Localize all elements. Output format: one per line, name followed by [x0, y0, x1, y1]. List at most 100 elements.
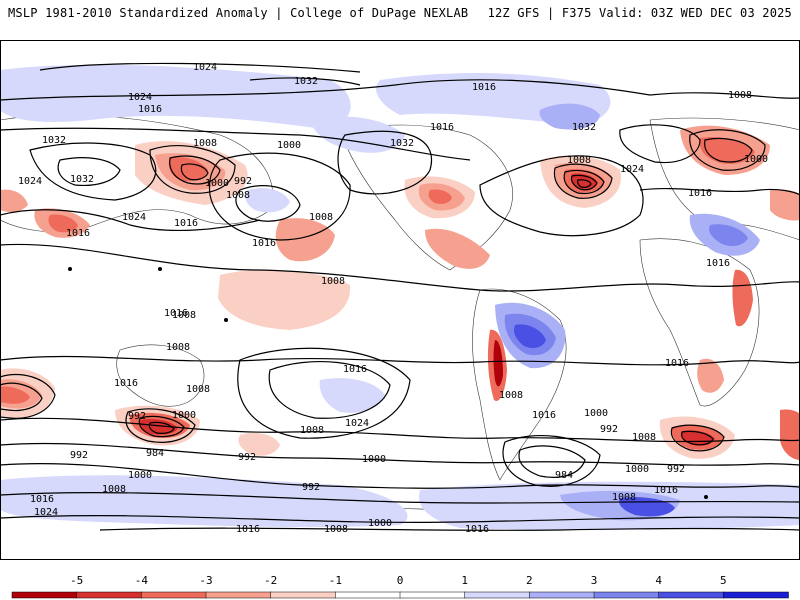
- anomaly-india-neg2: [48, 214, 78, 233]
- model-run-info: 12Z GFS | F375 Valid: 03Z WED DEC 03 202…: [487, 6, 792, 20]
- anomaly-south-pacific-pos: [319, 378, 385, 413]
- anomaly-pacific-pos-small: [245, 188, 290, 213]
- isobar-label: 1008: [226, 190, 250, 201]
- anomaly-andes-neg2: [493, 340, 503, 387]
- isobar-label: 1016: [665, 358, 689, 369]
- isobar-label: 992: [600, 424, 618, 435]
- isobar-label: 1032: [390, 138, 414, 149]
- isobar-992-south-belt: [0, 463, 800, 489]
- isobar-label: 1008: [193, 138, 217, 149]
- anomaly-central-america-neg: [425, 228, 490, 269]
- isobar-1024-siberia: [29, 142, 157, 201]
- isobar-label: 1008: [309, 212, 333, 223]
- isobar-label: 1008: [166, 342, 190, 353]
- isobar-label: 1016: [114, 378, 138, 389]
- map-background: [0, 40, 800, 560]
- anomaly-colorbar: -5 -4 -3 -2 -1 0 1 2 3 4 5: [11, 574, 789, 599]
- anomaly-tasman-neg3: [139, 418, 178, 435]
- isobar-984-atlantic-low: [577, 179, 592, 188]
- isobar-1016-asia: [0, 209, 261, 232]
- anomaly-south-pacific-neg: [238, 432, 280, 456]
- isobar-label: 1016: [236, 524, 260, 535]
- isobar-label: 1008: [186, 384, 210, 395]
- pressure-centers: [68, 267, 708, 499]
- isobar-label: 1032: [294, 76, 318, 87]
- isobar-label: 1032: [70, 174, 94, 185]
- isobar-label: 1016: [174, 218, 198, 229]
- isobar-1000-atlantic-low: [563, 169, 605, 195]
- isobar-1016-south-tropic: [0, 355, 800, 366]
- isobar-label: 1008: [728, 90, 752, 101]
- anomaly-north-america-neg3: [428, 189, 452, 204]
- isobar-1008-europe-low: [689, 129, 766, 171]
- colorbar-tick-label: 3: [591, 574, 598, 587]
- isobar-label: 992: [128, 411, 146, 422]
- colorbar-tick-label: -1: [329, 574, 342, 587]
- isobar-1000-antarctic: [0, 491, 800, 504]
- colorbar-segment-pos1: [464, 591, 531, 599]
- south-america-outline: [472, 288, 567, 481]
- isobar-label: 1016: [30, 494, 54, 505]
- isobar-1024-south-pacific-high: [268, 361, 391, 419]
- isobar-1000-low-asia: [169, 155, 221, 185]
- isobar-label: 1000: [205, 178, 229, 189]
- isobar-label: 1008: [172, 310, 196, 321]
- colorbar-tick-label: 0: [397, 574, 404, 587]
- isobar-label: 1024: [620, 164, 644, 175]
- isobar-label: 1008: [632, 432, 656, 443]
- isobar-label: 1016: [66, 228, 90, 239]
- isobar-1024-europe-high: [619, 124, 701, 164]
- isobar-label: 1024: [122, 212, 146, 223]
- isobar-label: 984: [555, 470, 573, 481]
- isobar-label: 1032: [572, 122, 596, 133]
- colorbar-tick-labels: -5 -4 -3 -2 -1 0 1 2 3 4 5: [70, 574, 727, 587]
- isobar-label-group: 1024 1032 1024 1016 1032 1008 1000 1024 …: [18, 62, 768, 535]
- isobar-label: 1000: [277, 140, 301, 151]
- colorbar-segment-pos3: [593, 591, 660, 599]
- isobar-1008-antarctic: [0, 515, 800, 524]
- isobar-992-tasman-low: [138, 415, 185, 438]
- isobar-1024-north-pacific: [39, 62, 361, 73]
- isobar-1016-europe: [639, 187, 800, 196]
- isobar-1000-south-belt: [0, 442, 800, 466]
- isobar-label: 1024: [18, 176, 42, 187]
- anomaly-south-ocean-east-neg: [780, 409, 800, 460]
- isobar-label: 1008: [300, 425, 324, 436]
- isobar-label: 1000: [172, 410, 196, 421]
- isobar-label: 1016: [465, 524, 489, 535]
- anomaly-arctic-pos2: [539, 103, 600, 130]
- colorbar-tick-label: -5: [70, 574, 83, 587]
- anomaly-map: 1024 1032 1024 1016 1032 1008 1000 1024 …: [0, 40, 800, 560]
- isobar-1008-low-asia: [149, 145, 236, 194]
- colorbar-tick-label: 1: [461, 574, 468, 587]
- isobar-label: 1024: [34, 507, 58, 518]
- isobar-label: 1016: [472, 82, 496, 93]
- isobar-1016-north: [0, 79, 800, 101]
- isobar-1008-south-belt: [0, 417, 800, 443]
- isobar-label: 1016: [532, 410, 556, 421]
- isobar-1032-north-pacific: [249, 77, 361, 86]
- isobar-label: 1016: [343, 364, 367, 375]
- colorbar-segment-pos4: [658, 591, 725, 599]
- isobar-1008-atlantic-low: [553, 163, 613, 199]
- colorbar-tick-label: 2: [526, 574, 533, 587]
- isobar-label: 1016: [430, 122, 454, 133]
- isobar-label: 1016: [654, 485, 678, 496]
- isobar-1016-antarctic: [99, 527, 800, 531]
- anomaly-antarctic-pos1: [0, 475, 408, 528]
- anomaly-africa-neg: [697, 358, 724, 393]
- colorbar-tick-label: -4: [135, 574, 149, 587]
- isobar-1016-atlantic-ring: [479, 155, 644, 237]
- isobar-984-south-indian-low: [0, 382, 43, 412]
- isobar-label: 1000: [368, 518, 392, 529]
- colorbar-tick-label: 5: [720, 574, 727, 587]
- isobar-label: 992: [667, 464, 685, 475]
- low-center-marker: [158, 267, 162, 271]
- isobar-label: 1024: [193, 62, 217, 73]
- isobar-992-low-asia: [180, 163, 209, 181]
- anomaly-west-asia-neg: [0, 189, 28, 213]
- isobar-984-south-african-low: [670, 424, 725, 452]
- anomaly-arabia-pos2: [709, 224, 748, 246]
- isobar-label: 1008: [324, 524, 348, 535]
- isobar-label: 1000: [362, 454, 386, 465]
